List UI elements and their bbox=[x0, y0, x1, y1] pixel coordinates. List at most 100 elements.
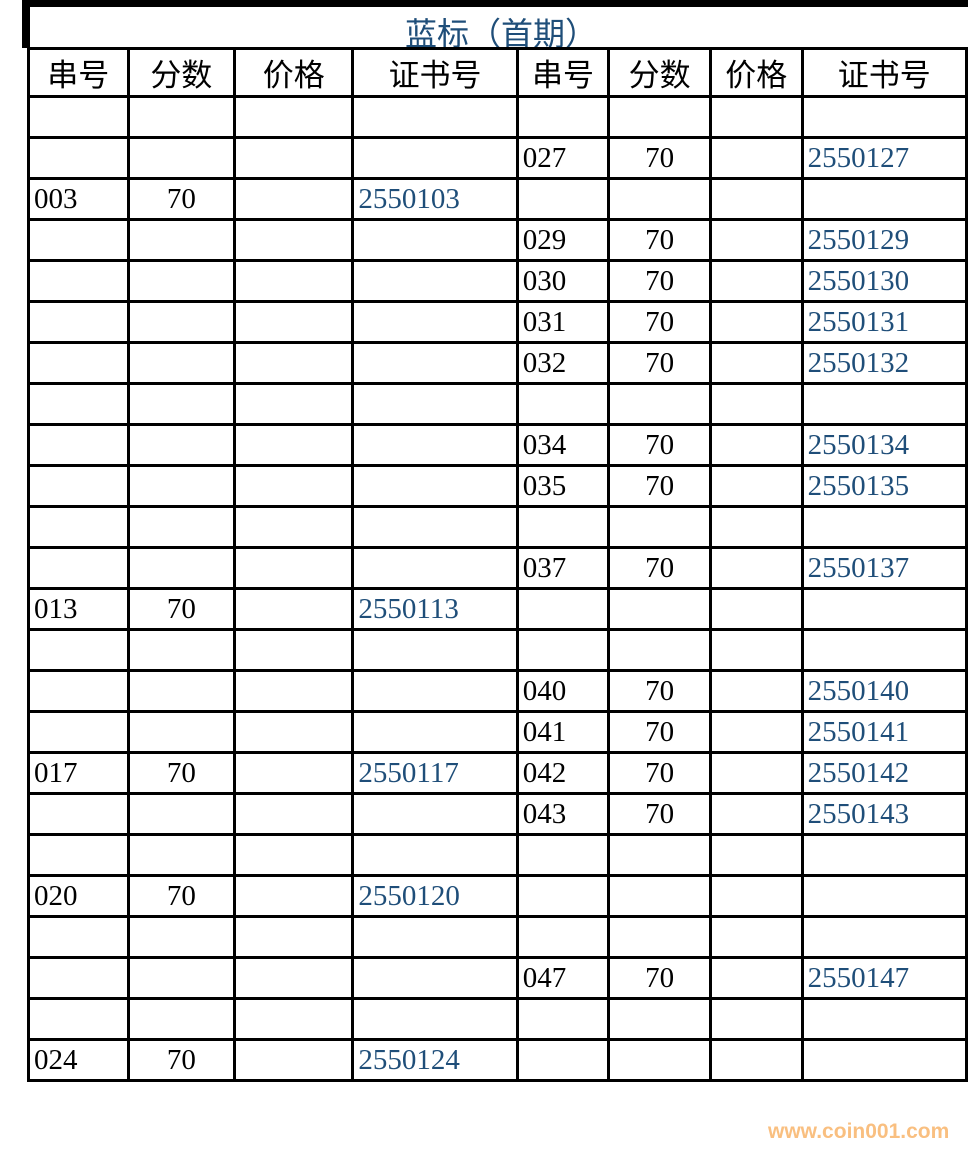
right-score-cell: 70 bbox=[607, 423, 712, 467]
left-score-cell: 70 bbox=[126, 1038, 237, 1082]
right-score-cell bbox=[607, 177, 712, 221]
right-score-cell bbox=[607, 628, 712, 672]
right-serial-cell: 031 bbox=[515, 300, 611, 344]
right-score-cell bbox=[607, 833, 712, 877]
left-score-cell bbox=[126, 792, 237, 836]
header-cert: 证书号 bbox=[800, 47, 968, 98]
right-price-cell bbox=[708, 669, 804, 713]
left-score-cell bbox=[126, 259, 237, 303]
right-score-cell: 70 bbox=[607, 464, 712, 508]
table-row: 047 70 2550147 bbox=[27, 956, 968, 1000]
right-cert-cell bbox=[800, 382, 968, 426]
left-score-cell bbox=[126, 546, 237, 590]
right-score-cell bbox=[607, 382, 712, 426]
left-score-cell bbox=[126, 300, 237, 344]
right-cert-cell: 2550129 bbox=[800, 218, 968, 262]
right-price-cell bbox=[708, 751, 804, 795]
right-serial-cell bbox=[515, 505, 611, 549]
right-serial-cell bbox=[515, 177, 611, 221]
left-score-cell bbox=[126, 956, 237, 1000]
right-price-cell bbox=[708, 956, 804, 1000]
right-cert-cell bbox=[800, 874, 968, 918]
table-row: 030 70 2550130 bbox=[27, 259, 968, 303]
table-row: 040 70 2550140 bbox=[27, 669, 968, 713]
right-serial-cell bbox=[515, 587, 611, 631]
right-cert-cell: 2550147 bbox=[800, 956, 968, 1000]
table-row bbox=[27, 628, 968, 672]
right-price-cell bbox=[708, 423, 804, 467]
right-serial-cell: 041 bbox=[515, 710, 611, 754]
left-serial-cell bbox=[27, 546, 130, 590]
left-cert-cell: 2550113 bbox=[351, 587, 519, 631]
left-cert-cell bbox=[351, 464, 519, 508]
table-row: 034 70 2550134 bbox=[27, 423, 968, 467]
right-price-cell bbox=[708, 464, 804, 508]
right-score-cell: 70 bbox=[607, 669, 712, 713]
left-score-cell bbox=[126, 915, 237, 959]
right-cert-cell: 2550134 bbox=[800, 423, 968, 467]
left-serial-cell: 013 bbox=[27, 587, 130, 631]
left-price-cell bbox=[233, 1038, 355, 1082]
left-price-cell bbox=[233, 505, 355, 549]
left-serial-cell: 024 bbox=[27, 1038, 130, 1082]
left-serial-cell: 017 bbox=[27, 751, 130, 795]
left-score-cell bbox=[126, 710, 237, 754]
left-serial-cell bbox=[27, 95, 130, 139]
right-price-cell bbox=[708, 95, 804, 139]
left-cert-cell bbox=[351, 792, 519, 836]
left-cert-cell bbox=[351, 628, 519, 672]
left-price-cell bbox=[233, 915, 355, 959]
right-cert-cell: 2550140 bbox=[800, 669, 968, 713]
right-score-cell: 70 bbox=[607, 792, 712, 836]
left-serial-cell bbox=[27, 669, 130, 713]
left-serial-cell bbox=[27, 792, 130, 836]
left-serial-cell bbox=[27, 259, 130, 303]
left-serial-cell bbox=[27, 341, 130, 385]
right-price-cell bbox=[708, 997, 804, 1041]
left-cert-cell: 2550117 bbox=[351, 751, 519, 795]
left-score-cell bbox=[126, 341, 237, 385]
left-serial-cell bbox=[27, 218, 130, 262]
left-cert-cell bbox=[351, 546, 519, 590]
right-score-cell bbox=[607, 874, 712, 918]
left-serial-cell bbox=[27, 464, 130, 508]
left-cert-cell bbox=[351, 382, 519, 426]
right-score-cell bbox=[607, 505, 712, 549]
left-price-cell bbox=[233, 874, 355, 918]
table-row: 031 70 2550131 bbox=[27, 300, 968, 344]
left-score-cell bbox=[126, 628, 237, 672]
left-cert-cell bbox=[351, 505, 519, 549]
left-serial-cell bbox=[27, 136, 130, 180]
right-cert-cell bbox=[800, 1038, 968, 1082]
right-score-cell bbox=[607, 587, 712, 631]
table-row: 013 70 2550113 bbox=[27, 587, 968, 631]
right-cert-cell: 2550131 bbox=[800, 300, 968, 344]
left-score-cell bbox=[126, 997, 237, 1041]
left-serial-cell: 003 bbox=[27, 177, 130, 221]
header-serial: 串号 bbox=[27, 47, 130, 98]
left-cert-cell bbox=[351, 300, 519, 344]
table-title: 蓝标（首期） bbox=[404, 15, 597, 53]
right-cert-cell: 2550135 bbox=[800, 464, 968, 508]
right-serial-cell: 040 bbox=[515, 669, 611, 713]
right-score-cell: 70 bbox=[607, 710, 712, 754]
header-price: 价格 bbox=[708, 47, 804, 98]
right-serial-cell: 030 bbox=[515, 259, 611, 303]
right-cert-cell bbox=[800, 505, 968, 549]
right-score-cell bbox=[607, 915, 712, 959]
left-score-cell bbox=[126, 464, 237, 508]
table-row bbox=[27, 505, 968, 549]
right-cert-cell bbox=[800, 833, 968, 877]
right-price-cell bbox=[708, 218, 804, 262]
left-price-cell bbox=[233, 710, 355, 754]
left-price-cell bbox=[233, 259, 355, 303]
left-serial-cell bbox=[27, 300, 130, 344]
right-score-cell: 70 bbox=[607, 546, 712, 590]
right-price-cell bbox=[708, 177, 804, 221]
right-price-cell bbox=[708, 833, 804, 877]
right-score-cell: 70 bbox=[607, 341, 712, 385]
right-serial-cell bbox=[515, 997, 611, 1041]
left-cert-cell bbox=[351, 956, 519, 1000]
left-score-cell bbox=[126, 833, 237, 877]
header-serial: 串号 bbox=[515, 47, 611, 98]
